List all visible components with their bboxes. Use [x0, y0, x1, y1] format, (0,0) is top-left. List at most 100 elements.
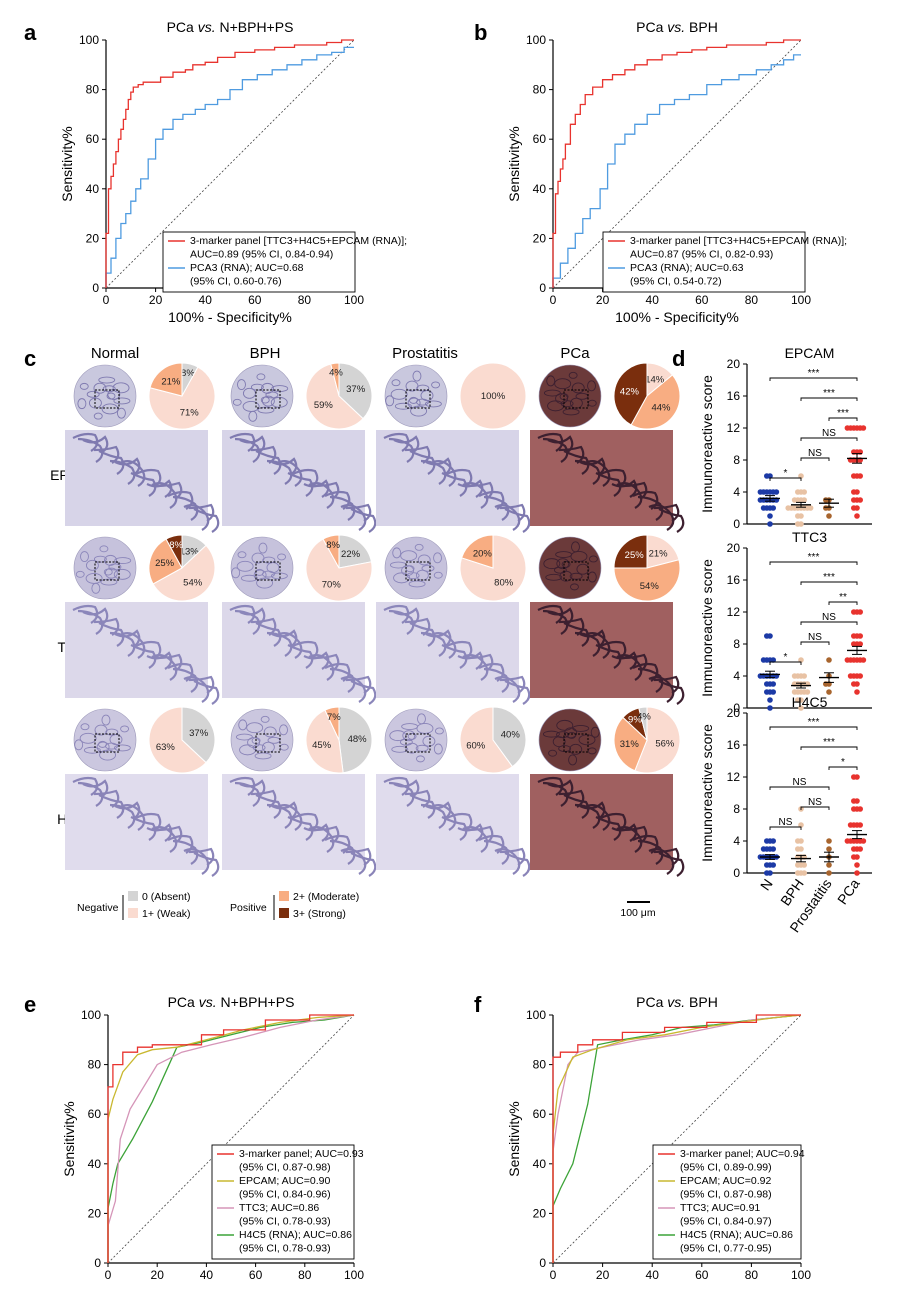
- chart-title-part: PCa: [168, 994, 199, 1010]
- pie-slice: [634, 706, 681, 774]
- data-point: [857, 846, 863, 852]
- y-tick-label: 0: [539, 1256, 546, 1270]
- micrograph-texture: [584, 632, 611, 659]
- y-tick-label: 20: [727, 357, 741, 371]
- micrograph-texture: [72, 776, 99, 796]
- data-point: [770, 657, 776, 663]
- tissue-core-thumbnail: [73, 708, 137, 772]
- data-point: [760, 657, 767, 663]
- roc-curve: [552, 1014, 801, 1263]
- micrograph-texture: [255, 622, 282, 647]
- micrograph-texture: [409, 450, 436, 475]
- tissue-texture: [277, 553, 287, 561]
- y-tick-label: 0: [94, 1256, 101, 1270]
- roc-curve: [107, 1014, 355, 1263]
- micrograph-texture: [287, 644, 314, 669]
- micrograph-texture: [388, 781, 415, 807]
- chart-title-part: N+BPH+PS: [217, 994, 295, 1010]
- significance-bracket: [828, 417, 858, 421]
- tissue-texture: [262, 570, 275, 578]
- y-axis-label: Sensitivity%: [59, 126, 75, 201]
- tissue-texture: [587, 747, 597, 755]
- data-point: [854, 870, 860, 876]
- micrograph-texture: [388, 609, 415, 635]
- zoom-region-box: [94, 389, 120, 409]
- pie-slice-label: 54%: [183, 578, 203, 589]
- micrograph-texture: [229, 776, 256, 796]
- data-point: [801, 870, 807, 876]
- reference-diagonal: [552, 1014, 802, 1264]
- micrograph-texture: [255, 450, 282, 475]
- pie-slice-label: 54%: [640, 581, 660, 592]
- micrograph-texture: [658, 508, 685, 533]
- micrograph-texture: [193, 508, 220, 533]
- micrograph: [376, 430, 519, 526]
- pie-slice: [148, 366, 216, 430]
- data-point: [764, 689, 770, 695]
- micrograph-texture: [574, 803, 601, 829]
- micrograph-texture: [350, 852, 377, 877]
- panel-letter: f: [474, 992, 482, 1017]
- tissue-texture: [556, 558, 570, 570]
- data-point: [773, 489, 780, 495]
- pie-slice: [152, 544, 216, 602]
- tissue-texture: [414, 543, 424, 551]
- y-tick-label: 40: [533, 182, 547, 196]
- y-tick-label: 16: [727, 573, 741, 587]
- micrograph-texture: [383, 604, 410, 624]
- tissue-texture: [253, 569, 267, 581]
- tissue-texture: [548, 749, 558, 757]
- y-tick-label: 0: [733, 701, 740, 715]
- tissue-texture: [270, 396, 288, 408]
- data-point: [851, 681, 857, 687]
- y-tick-label: 100: [81, 1008, 101, 1022]
- pie-slice-label: 60%: [466, 741, 486, 752]
- pie-slice: [459, 362, 527, 430]
- micrograph-texture: [383, 776, 410, 796]
- tissue-texture: [240, 574, 258, 582]
- tissue-core-thumbnail: [230, 364, 294, 428]
- tissue-texture: [120, 725, 130, 733]
- micrograph-texture: [234, 781, 261, 807]
- data-point: [798, 657, 804, 663]
- data-point: [791, 689, 798, 695]
- tissue-texture: [416, 398, 429, 406]
- chart-title-part: PCa: [167, 19, 198, 35]
- micrograph-texture: [425, 457, 452, 476]
- tissue-texture: [422, 735, 436, 747]
- micrograph-texture: [156, 825, 183, 844]
- data-point: [851, 806, 857, 812]
- pie-slice-label: 48%: [348, 734, 368, 745]
- panel-letter: d: [672, 346, 685, 371]
- micrograph-texture: [109, 803, 136, 829]
- micrograph-texture: [130, 644, 157, 669]
- micrograph: [222, 430, 365, 526]
- micrograph-texture: [621, 653, 648, 672]
- micrograph-texture: [441, 644, 468, 669]
- micrograph-texture: [409, 622, 436, 647]
- pie-slice-label: 25%: [625, 550, 645, 561]
- pie-slice-label: 20%: [473, 548, 493, 559]
- data-point: [844, 425, 851, 431]
- column-header: Prostatitis: [392, 345, 458, 362]
- tissue-texture: [101, 714, 111, 726]
- y-tick-label: 100: [79, 33, 99, 47]
- data-point: [857, 633, 863, 639]
- micrograph-texture: [276, 804, 303, 831]
- micrograph-texture: [563, 450, 590, 475]
- tissue-texture: [554, 378, 572, 390]
- tissue-texture: [107, 389, 121, 400]
- data-point: [844, 838, 851, 844]
- legend-entry: 1+ (Weak): [142, 908, 191, 920]
- panel-letter: b: [474, 20, 487, 45]
- tissue-texture: [385, 395, 395, 407]
- data-point: [801, 673, 807, 679]
- zoom-region-box: [405, 561, 431, 581]
- tissue-texture: [433, 571, 443, 579]
- micrograph-texture: [313, 653, 340, 672]
- legend-entry: (95% CI, 0.78-0.93): [239, 1243, 331, 1255]
- micrograph: [530, 430, 673, 526]
- micrograph-texture: [271, 801, 298, 820]
- micrograph-texture: [595, 472, 622, 497]
- tissue-texture: [256, 373, 266, 381]
